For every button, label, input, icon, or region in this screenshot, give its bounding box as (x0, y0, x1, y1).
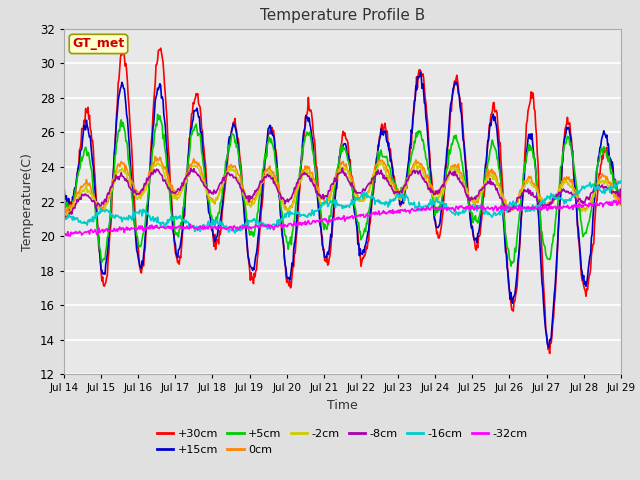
Y-axis label: Temperature(C): Temperature(C) (21, 153, 35, 251)
X-axis label: Time: Time (327, 399, 358, 412)
Legend: +30cm, +15cm, +5cm, 0cm, -2cm, -8cm, -16cm, -32cm: +30cm, +15cm, +5cm, 0cm, -2cm, -8cm, -16… (152, 425, 532, 459)
Title: Temperature Profile B: Temperature Profile B (260, 9, 425, 24)
Text: GT_met: GT_met (72, 37, 125, 50)
